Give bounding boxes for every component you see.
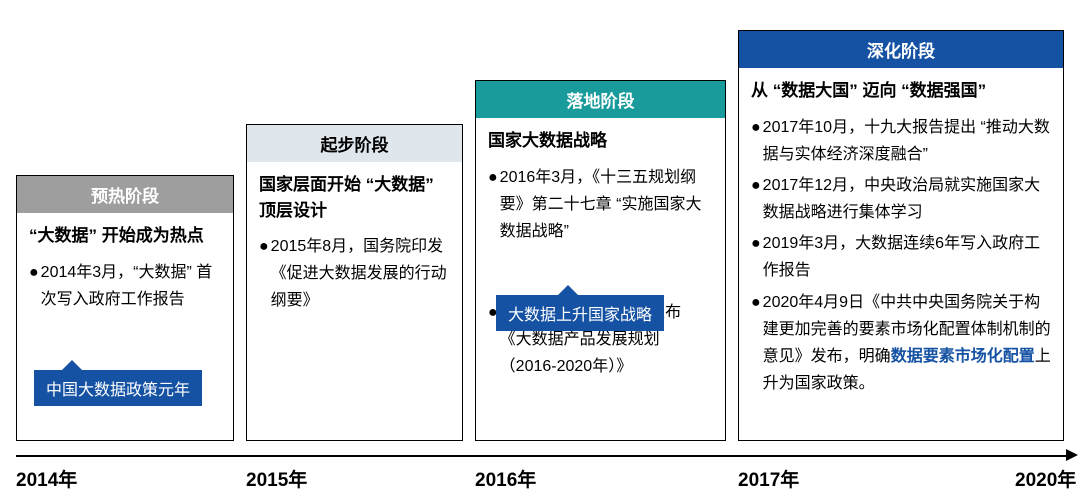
stage-column-3: 深化阶段从 “数据大国” 迈向 “数据强国”●2017年10月，十九大报告提出 … xyxy=(738,30,1064,441)
bullet-dot-icon: ● xyxy=(488,164,498,246)
callout-label: 中国大数据政策元年 xyxy=(34,370,202,406)
stage-body: ●2017年10月，十九大报告提出 “推动大数据与实体经济深度融合”●2017年… xyxy=(739,114,1063,408)
stage-body: ●2015年8月，国务院印发《促进大数据发展的行动纲要》 xyxy=(247,233,462,325)
stage-column-2: 落地阶段国家大数据战略●2016年3月，《十三五规划纲要》第二十七章 “实施国家… xyxy=(475,80,726,441)
callout-label: 大数据上升国家战略 xyxy=(496,295,664,331)
bullet-item: ●2017年12月，中央政治局就实施国家大数据战略进行集体学习 xyxy=(751,172,1051,226)
bullet-text: 2017年12月，中央政治局就实施国家大数据战略进行集体学习 xyxy=(763,172,1051,226)
bullet-dot-icon: ● xyxy=(259,233,269,315)
bullet-item: ●2015年8月，国务院印发《促进大数据发展的行动纲要》 xyxy=(259,233,450,315)
timeline-arrow-icon xyxy=(1066,449,1078,461)
stage-header: 预热阶段 xyxy=(17,176,233,213)
stage-body: ●2016年3月，《十三五规划纲要》第二十七章 “实施国家大数据战略”●2016… xyxy=(476,164,725,391)
bullet-dot-icon: ● xyxy=(751,289,761,398)
bullet-item: ●2014年3月，“大数据” 首次写入政府工作报告 xyxy=(29,259,221,313)
bullet-dot-icon: ● xyxy=(751,172,761,226)
stage-body: ●2014年3月，“大数据” 首次写入政府工作报告 xyxy=(17,259,233,323)
bullet-item: ●2017年10月，十九大报告提出 “推动大数据与实体经济深度融合” xyxy=(751,114,1051,168)
bullet-text: 2015年8月，国务院印发《促进大数据发展的行动纲要》 xyxy=(271,233,450,315)
timeline-axis xyxy=(16,455,1070,457)
bullet-item: ●2016年3月，《十三五规划纲要》第二十七章 “实施国家大数据战略” xyxy=(488,164,713,246)
bullet-item: ●2019年3月，大数据连续6年写入政府工作报告 xyxy=(751,230,1051,284)
stage-header: 深化阶段 xyxy=(739,31,1063,68)
bullet-dot-icon: ● xyxy=(751,230,761,284)
bullet-dot-icon: ● xyxy=(29,259,39,313)
bullet-text: 2016年3月，《十三五规划纲要》第二十七章 “实施国家大数据战略” xyxy=(500,164,713,246)
stage-subtitle: 从 “数据大国” 迈向 “数据强国” xyxy=(739,68,1063,110)
stage-subtitle: “大数据” 开始成为热点 xyxy=(17,213,233,255)
stage-subtitle: 国家层面开始 “大数据” 顶层设计 xyxy=(247,162,462,229)
timeline-year: 2017年 xyxy=(738,465,799,492)
bullet-text: 2017年10月，十九大报告提出 “推动大数据与实体经济深度融合” xyxy=(763,114,1051,168)
stage-header: 起步阶段 xyxy=(247,125,462,162)
callout-tail-icon xyxy=(558,285,578,295)
bullet-text: 2020年4月9日《中共中央国务院关于构建更加完善的要素市场化配置体制机制的意见… xyxy=(763,289,1051,398)
callout-tail-icon xyxy=(62,360,82,370)
timeline-year: 2020年 xyxy=(1015,465,1076,492)
bullet-text: 2019年3月，大数据连续6年写入政府工作报告 xyxy=(763,230,1051,284)
stage-header: 落地阶段 xyxy=(476,81,725,118)
timeline-year: 2016年 xyxy=(475,465,536,492)
bullet-text: 2014年3月，“大数据” 首次写入政府工作报告 xyxy=(41,259,221,313)
stage-subtitle: 国家大数据战略 xyxy=(476,118,725,160)
timeline-year: 2015年 xyxy=(246,465,307,492)
bullet-item: ●2020年4月9日《中共中央国务院关于构建更加完善的要素市场化配置体制机制的意… xyxy=(751,289,1051,398)
bullet-dot-icon: ● xyxy=(751,114,761,168)
timeline-year: 2014年 xyxy=(16,465,77,492)
stage-column-1: 起步阶段国家层面开始 “大数据” 顶层设计●2015年8月，国务院印发《促进大数… xyxy=(246,124,463,441)
